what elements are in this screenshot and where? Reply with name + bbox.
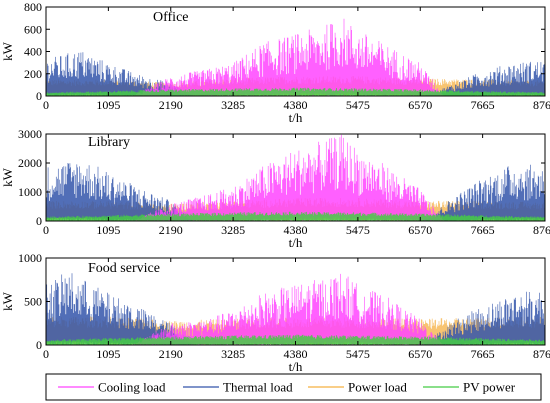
series-cooling-load <box>131 18 445 96</box>
y-tick-label: 1000 <box>18 185 42 199</box>
y-tick-label: 800 <box>24 0 42 14</box>
series-pv-power <box>46 334 545 345</box>
legend-entry-label: Thermal load <box>223 380 293 395</box>
plot-area <box>46 134 545 221</box>
x-tick-label: 3285 <box>221 347 245 361</box>
x-tick-label: 3285 <box>221 223 245 237</box>
x-tick-label: 2190 <box>159 223 183 237</box>
legend-entry-label: PV power <box>463 380 516 395</box>
x-tick-label: 1095 <box>96 98 120 112</box>
x-tick-label: 2190 <box>159 98 183 112</box>
x-tick-label: 7665 <box>471 223 495 237</box>
x-tick-label: 6570 <box>408 223 432 237</box>
y-tick-label: 600 <box>24 22 42 36</box>
x-axis-label: t/h <box>289 110 303 125</box>
y-tick-label: 500 <box>24 295 42 309</box>
x-tick-label: 5475 <box>346 347 370 361</box>
y-tick-label: 1000 <box>18 251 42 265</box>
x-tick-label: 7665 <box>471 98 495 112</box>
x-tick-label: 3285 <box>221 98 245 112</box>
plot-area <box>46 273 545 345</box>
series-pv-power <box>46 211 545 221</box>
y-axis-label: kW <box>0 291 15 311</box>
y-tick-label: 400 <box>24 45 42 59</box>
y-tick-label: 0 <box>36 89 42 103</box>
x-tick-label: 4380 <box>284 98 308 112</box>
x-tick-label: 5475 <box>346 223 370 237</box>
x-tick-label: 2190 <box>159 347 183 361</box>
x-tick-label: 6570 <box>408 347 432 361</box>
panel-title: Office <box>153 10 189 25</box>
y-tick-label: 0 <box>36 338 42 352</box>
x-tick-label: 1095 <box>96 347 120 361</box>
x-tick-label: 4380 <box>284 347 308 361</box>
x-tick-label: 0 <box>43 347 49 361</box>
x-tick-label: 0 <box>43 223 49 237</box>
y-tick-label: 3000 <box>18 127 42 141</box>
series-cooling-load <box>131 134 445 221</box>
legend: Cooling load Thermal load Power load PV pow… <box>45 373 542 401</box>
plot-area <box>46 18 545 96</box>
x-tick-label: 0 <box>43 98 49 112</box>
x-tick-label: 7665 <box>471 347 495 361</box>
panel-title: Food service <box>88 261 160 276</box>
x-axis-label: t/h <box>289 235 303 250</box>
y-axis-label: kW <box>0 167 15 187</box>
legend-entry-label: Power load <box>348 380 407 395</box>
x-axis-label: t/h <box>289 359 303 374</box>
y-tick-label: 2000 <box>18 156 42 170</box>
y-tick-label: 200 <box>24 67 42 81</box>
series-pv-power <box>46 87 545 96</box>
legend-entry-label: Cooling load <box>98 380 166 395</box>
x-tick-label: 5475 <box>346 98 370 112</box>
x-tick-label: 6570 <box>408 98 432 112</box>
x-tick-label: 4380 <box>284 223 308 237</box>
y-tick-label: 0 <box>36 214 42 228</box>
panel-title: Library <box>88 135 130 150</box>
x-tick-label: 1095 <box>96 223 120 237</box>
y-axis-label: kW <box>0 41 15 61</box>
series-cooling-load <box>131 273 445 345</box>
